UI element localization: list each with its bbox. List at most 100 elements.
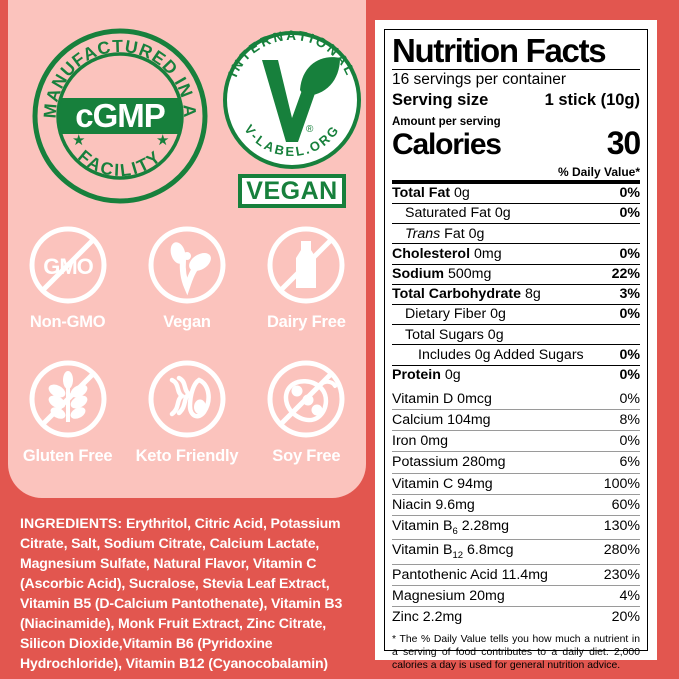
nutrient-name: Saturated Fat 0g	[405, 205, 511, 222]
serving-size-value: 1 stick (10g)	[544, 90, 640, 109]
svg-text:FACILITY: FACILITY	[74, 146, 165, 180]
dairy-free-icon	[267, 226, 345, 304]
feature-gluten-free: Gluten Free	[8, 352, 127, 486]
nutrient-name: Total Carbohydrate 8g	[392, 286, 541, 303]
feature-keto-friendly: Keto Friendly	[127, 352, 246, 486]
nutrient-row: Total Sugars 0g	[392, 325, 640, 346]
feature-label: Keto Friendly	[135, 447, 239, 465]
daily-value-footnote: * The % Daily Value tells you how much a…	[392, 634, 640, 672]
vitamin-row: Pantothenic Acid 11.4mg 230%	[392, 565, 640, 586]
nutrient-daily-value: 0%	[619, 346, 640, 363]
vitamin-name: Vitamin B12 6.8mcg	[392, 542, 514, 562]
vitamin-daily-value: 230%	[603, 566, 640, 583]
vitamin-daily-value: 100%	[603, 475, 640, 492]
vitamin-row: Magnesium 20mg 4%	[392, 586, 640, 607]
serving-size-label: Serving size	[392, 90, 489, 109]
feature-vegan: Vegan	[127, 218, 246, 352]
vitamin-name: Pantothenic Acid 11.4mg	[392, 566, 548, 583]
registered-mark: ®	[306, 124, 314, 135]
vitamin-daily-value: 0%	[619, 433, 640, 450]
calories-row: Calories 30	[392, 125, 641, 162]
daily-value-header: % Daily Value*	[557, 164, 640, 179]
vitamin-name: Magnesium 20mg	[392, 587, 505, 604]
feature-dairy-free: Dairy Free	[247, 218, 366, 352]
ingredients-text: Erythritol, Citric Acid, Potassium Citra…	[20, 515, 343, 671]
vitamin-row: Vitamin C 94mg 100%	[392, 474, 640, 495]
vitamin-row: Calcium 104mg 8%	[392, 410, 640, 432]
vitamin-daily-value: 8%	[619, 411, 640, 428]
nutrient-name: Trans Fat 0g	[405, 225, 485, 242]
nutrient-row: Includes 0g Added Sugars 0%	[392, 345, 640, 366]
vitamin-daily-value: 130%	[603, 517, 640, 534]
nutrient-daily-value: 22%	[611, 266, 640, 282]
nutrient-daily-value: 3%	[619, 286, 640, 303]
vitamin-name: Vitamin C 94mg	[392, 475, 493, 492]
keto-friendly-icon	[148, 360, 226, 438]
leaf-icon	[300, 57, 340, 96]
vitamin-row: Vitamin B6 2.28mg 130%	[392, 516, 640, 541]
vitamin-daily-value: 20%	[611, 609, 640, 625]
star-left-icon: ★	[72, 132, 85, 149]
nutrient-name: Cholesterol 0mg	[392, 245, 502, 262]
vitamin-name: Niacin 9.6mg	[392, 496, 475, 513]
nutrient-row: Cholesterol 0mg 0%	[392, 244, 640, 265]
nutrient-name: Includes 0g Added Sugars	[418, 346, 584, 363]
nutrient-name: Protein 0g	[392, 367, 461, 384]
soy-free-icon	[267, 360, 345, 438]
calories-label: Calories	[392, 128, 502, 162]
vitamin-daily-value: 0%	[619, 390, 640, 407]
nutrient-name: Total Sugars 0g	[405, 326, 504, 343]
vitamin-daily-value: 60%	[611, 496, 640, 513]
nutrient-daily-value: 0%	[619, 306, 640, 323]
nutrient-row: Trans Fat 0g	[392, 224, 640, 245]
feature-label: Dairy Free	[266, 313, 346, 331]
feature-label: Non-GMO	[29, 313, 106, 331]
nutrient-row: Total Carbohydrate 8g 3%	[392, 285, 640, 305]
nutrient-daily-value: 0%	[619, 367, 640, 384]
nutrition-facts-title: Nutrition Facts	[392, 32, 607, 69]
feature-label: Soy Free	[272, 447, 341, 465]
vitamin-daily-value: 6%	[619, 454, 640, 471]
calories-value: 30	[606, 125, 641, 162]
feature-icon-grid: GMO Non-GMO Vegan Dairy Free	[8, 218, 366, 486]
vitamin-daily-value: 280%	[603, 542, 640, 559]
nutrient-row: Dietary Fiber 0g 0%	[392, 305, 640, 326]
vitamin-mineral-rows: Vitamin D 0mcg 0% Calcium 104mg 8% Iron 0mg 0…	[392, 389, 640, 627]
nutrient-name: Dietary Fiber 0g	[405, 306, 506, 323]
macronutrient-rows: Total Fat 0g 0% Saturated Fat 0g 0% Trans Fa…	[392, 184, 640, 385]
certification-badges: MANUFACTURED IN A FACILITY ★ ★ cGMP INTE…	[8, 22, 366, 212]
vitamin-name: Calcium 104mg	[392, 411, 491, 428]
cgmp-seal: MANUFACTURED IN A FACILITY ★ ★ cGMP	[32, 28, 208, 204]
vegan-sprout-icon	[148, 226, 226, 304]
vitamin-daily-value: 4%	[619, 587, 640, 604]
servings-per-container: 16 servings per container	[392, 71, 567, 89]
nutrient-row: Protein 0g 0%	[392, 366, 640, 385]
nutrient-row: Saturated Fat 0g 0%	[392, 204, 640, 225]
feature-soy-free: Soy Free	[247, 352, 366, 486]
nutrient-name: Sodium 500mg	[392, 266, 492, 282]
feature-label: Vegan	[163, 313, 211, 331]
ingredients-heading: INGREDIENTS:	[20, 515, 123, 531]
nutrient-row: Total Fat 0g 0%	[392, 184, 640, 204]
vitamin-name: Vitamin B6 2.28mg	[392, 517, 510, 537]
nutrient-daily-value: 0%	[619, 185, 640, 202]
non-gmo-icon: GMO	[29, 226, 107, 304]
vegan-box-text: VEGAN	[246, 177, 337, 205]
gluten-free-icon	[29, 360, 107, 438]
v-label-vegan-seal: INTERNATIONAL V-LABEL.ORG ® VEGAN	[223, 28, 361, 208]
serving-size-row: Serving size 1 stick (10g)	[392, 90, 640, 112]
vitamin-row: Zinc 2.2mg 20%	[392, 607, 640, 627]
feature-non-gmo: GMO Non-GMO	[8, 218, 127, 352]
feature-label: Gluten Free	[22, 447, 113, 465]
star-right-icon: ★	[156, 132, 169, 149]
vitamin-row: Potassium 280mg 6%	[392, 452, 640, 474]
vitamin-row: Iron 0mg 0%	[392, 431, 640, 453]
vitamin-name: Iron 0mg	[392, 433, 448, 450]
nutrient-daily-value: 0%	[619, 205, 640, 222]
vitamin-row: Vitamin D 0mcg 0%	[392, 389, 640, 410]
vitamin-row: Niacin 9.6mg 60%	[392, 495, 640, 516]
vitamin-name: Vitamin D 0mcg	[392, 390, 492, 407]
cgmp-center-text: cGMP	[75, 97, 165, 134]
nutrition-facts-panel: Nutrition Facts 16 servings per containe…	[375, 20, 657, 671]
vitamin-name: Zinc 2.2mg	[392, 609, 463, 625]
